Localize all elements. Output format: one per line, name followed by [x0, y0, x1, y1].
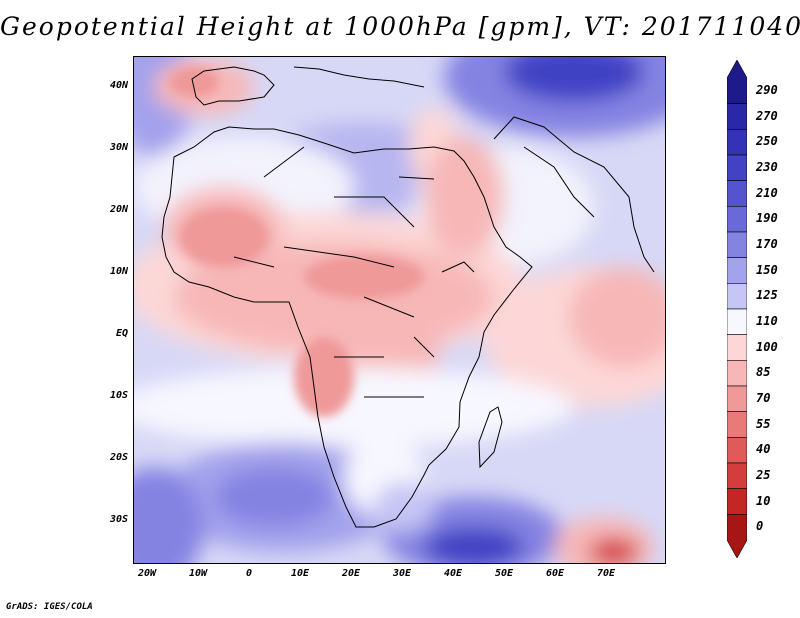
colorbar-label: 150 — [756, 262, 778, 277]
y-tick-label: 30N — [109, 142, 128, 153]
colorbar-segment — [727, 129, 747, 156]
colorbar-label: 125 — [756, 288, 778, 303]
colorbar-segment — [727, 488, 747, 515]
x-tick-label: 40E — [443, 568, 463, 579]
colorbar-label: 40 — [756, 442, 771, 457]
colorbar-label: 10 — [756, 493, 771, 508]
colorbar-segment — [727, 411, 747, 438]
x-tick-label: 70E — [596, 568, 616, 579]
colorbar-segment — [727, 462, 747, 489]
colorbar-segment — [727, 60, 747, 104]
colorbar-segment — [727, 154, 747, 181]
y-tick-label: 10S — [109, 390, 128, 401]
x-tick-label: 30E — [392, 568, 412, 579]
coastlines — [161, 66, 655, 528]
credit-text: GrADS: IGES/COLA — [6, 602, 93, 612]
colorbar-segment — [727, 437, 747, 464]
chart-title: Geopotential Height at 1000hPa [gpm], VT… — [0, 12, 800, 41]
colorbar-label: 210 — [756, 185, 778, 200]
colorbar-segment — [727, 180, 747, 207]
colorbar-label: 100 — [756, 339, 778, 354]
y-tick-label: 10N — [109, 266, 128, 277]
colorbar-segment — [727, 283, 747, 310]
y-tick-label: 40N — [109, 80, 128, 91]
colorbar-segment — [727, 334, 747, 361]
colorbar-segment — [727, 385, 747, 412]
x-tick-label: 20E — [341, 568, 361, 579]
y-tick-label: 30S — [109, 514, 128, 525]
x-tick-label: 60E — [545, 568, 565, 579]
colorbar-label: 170 — [756, 236, 778, 251]
x-tick-label: 0 — [245, 568, 253, 579]
colorbar-segment — [727, 103, 747, 130]
colorbar-label: 85 — [756, 365, 771, 380]
colorbar-label: 70 — [756, 390, 771, 405]
y-tick-label: 20S — [109, 452, 128, 463]
colorbar-label: 110 — [756, 313, 778, 328]
x-tick-label: 10E — [290, 568, 310, 579]
colorbar-label: 250 — [756, 134, 778, 149]
x-tick-label: 20W — [137, 568, 157, 579]
colorbar-segment — [727, 257, 747, 284]
colorbar-label: 290 — [756, 82, 778, 97]
geopotential-field — [134, 57, 665, 563]
colorbar-segment — [727, 206, 747, 233]
colorbar-segment — [727, 514, 747, 558]
y-tick-label: EQ — [115, 328, 128, 339]
colorbar-label: 55 — [756, 416, 771, 431]
x-tick-label: 10W — [188, 568, 208, 579]
colorbar-segment — [727, 308, 747, 335]
colorbar-segment — [727, 360, 747, 387]
colorbar-label: 270 — [756, 108, 778, 123]
colorbar-segment — [727, 231, 747, 258]
map-panel — [133, 56, 666, 564]
colorbar-label: 230 — [756, 159, 778, 174]
x-tick-label: 50E — [494, 568, 514, 579]
field-highlights — [169, 67, 424, 417]
colorbar-label: 190 — [756, 211, 778, 226]
colorbar — [727, 60, 747, 558]
y-tick-label: 20N — [109, 204, 128, 215]
colorbar-label: 0 — [756, 519, 764, 534]
colorbar-label: 25 — [756, 467, 771, 482]
